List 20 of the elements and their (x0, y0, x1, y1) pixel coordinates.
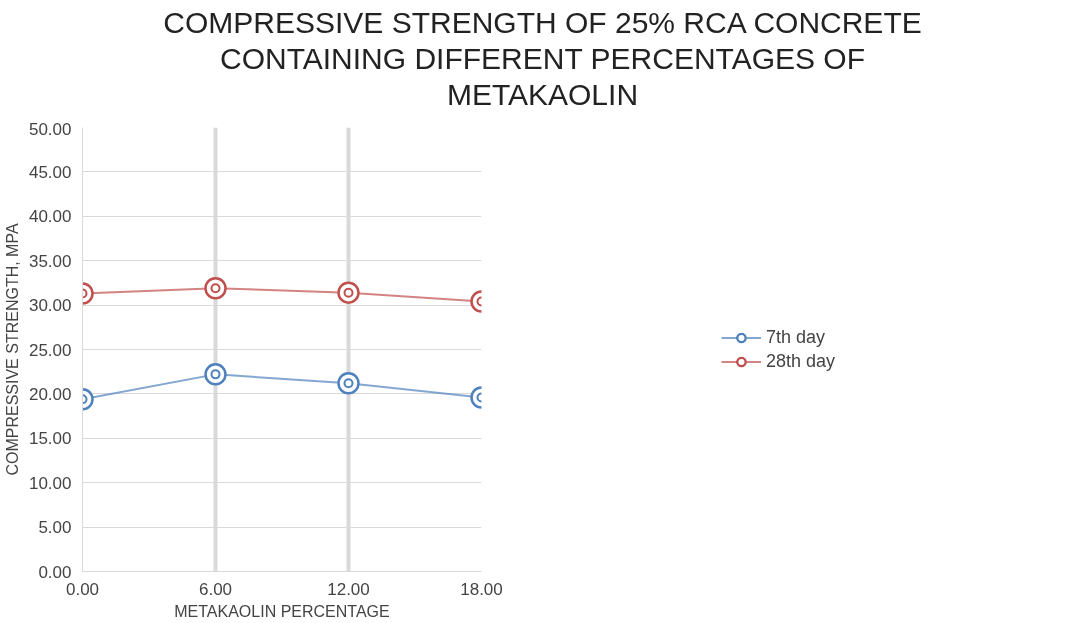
y-tick-label: 35.00 (28, 251, 72, 271)
x-tick-label: 18.00 (460, 579, 503, 599)
x-tick-label: 0.00 (65, 579, 100, 599)
y-tick-label: 5.00 (38, 518, 72, 538)
y-tick-label: 10.00 (28, 473, 72, 493)
legend-label: 28th day (765, 350, 836, 372)
y-axis-title: COMPRESSIVE STRENGTH, MPA (3, 223, 21, 476)
x-tick-label: 6.00 (198, 579, 233, 599)
legend-label: 7th day (765, 326, 826, 348)
y-tick-label: 0.00 (38, 562, 72, 582)
y-tick-label: 25.00 (28, 340, 72, 360)
y-tick-label: 50.00 (28, 119, 72, 139)
text: COMPRESSIVE STRENGTH OF 25% RCA CONCRETE CONTAINING DIFFERENT PERCENTAGES OF METAKAOLIN (163, 5, 922, 113)
y-tick-label: 15.00 (28, 429, 72, 449)
x-tick-label: 12.00 (327, 579, 370, 599)
y-tick-label: 30.00 (28, 296, 72, 316)
x-axis-title: METAKAOLIN PERCENTAGE (174, 602, 390, 620)
y-tick-label: 20.00 (28, 384, 72, 404)
y-tick-label: 40.00 (28, 207, 72, 227)
y-tick-label: 45.00 (28, 162, 72, 182)
